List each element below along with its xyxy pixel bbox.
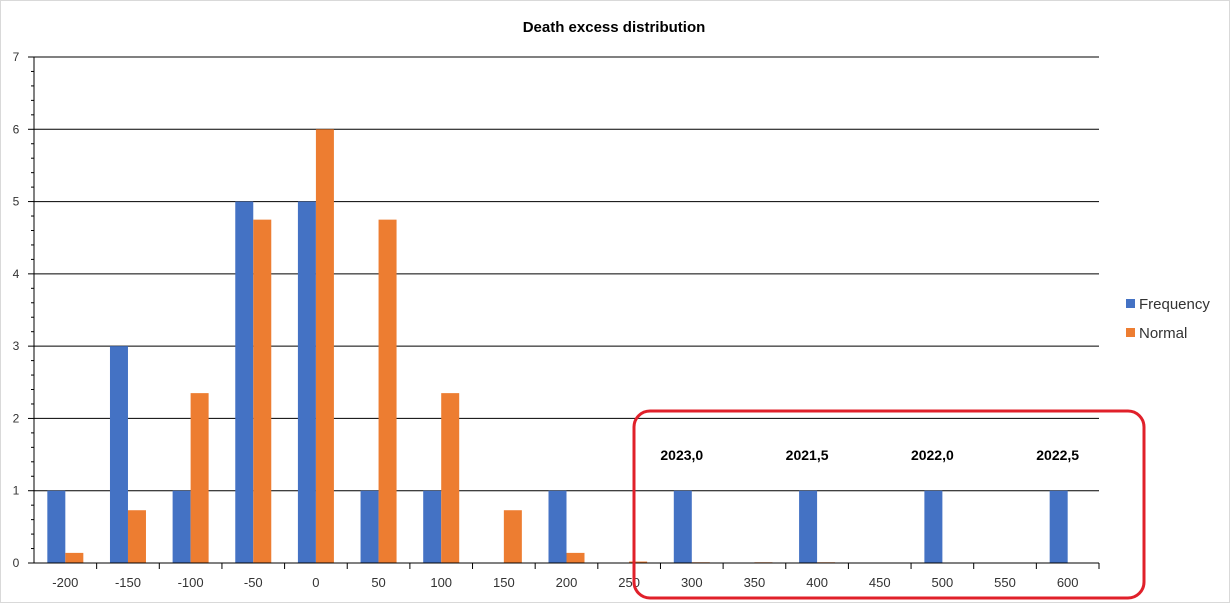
- x-tick-label: 250: [618, 575, 640, 590]
- normal-bar: [629, 561, 648, 563]
- x-tick-label: -200: [52, 575, 78, 590]
- frequency-bar: [109, 346, 128, 563]
- x-tick-label: 400: [806, 575, 828, 590]
- frequency-bar: [172, 490, 191, 563]
- x-tick-label: 550: [994, 575, 1016, 590]
- highlight-rectangle: [632, 409, 1146, 600]
- x-tick-label: 100: [430, 575, 452, 590]
- y-tick-label: 7: [13, 50, 20, 64]
- normal-bar: [378, 219, 397, 563]
- frequency-bar: [47, 490, 66, 563]
- normal-bar: [566, 552, 585, 563]
- frequency-bar: [924, 490, 943, 563]
- x-tick-label: -50: [244, 575, 263, 590]
- y-tick-label: 1: [13, 484, 20, 498]
- x-tick-label: 450: [869, 575, 891, 590]
- annotation-label: 2023,0: [660, 447, 703, 463]
- normal-bar: [127, 510, 146, 563]
- legend-label: Normal: [1139, 325, 1187, 342]
- normal-bar: [253, 219, 272, 563]
- x-tick-label: 50: [371, 575, 385, 590]
- bars: [34, 129, 1099, 564]
- y-axis-ticks: 0 1 2 3 4 5 6 7: [13, 50, 20, 570]
- legend-swatch: [1126, 299, 1135, 308]
- chart-title: Death excess distribution: [523, 19, 706, 36]
- y-tick-label: 2: [13, 411, 20, 425]
- frequency-bar: [673, 490, 692, 563]
- annotation-label: 2022,5: [1036, 447, 1079, 463]
- x-tick-label: 300: [681, 575, 703, 590]
- normal-bar: [190, 393, 209, 563]
- y-tick-label: 6: [13, 122, 20, 136]
- y-tick-label: 3: [13, 339, 20, 353]
- x-axis-ticks: -200 -150 -100 -50 0 50 100 150 200 250 300 350 400 4…: [52, 563, 1100, 590]
- normal-bar: [65, 552, 84, 563]
- frequency-bar: [235, 201, 254, 564]
- normal-bar: [441, 393, 460, 563]
- frequency-bar: [1049, 490, 1068, 563]
- annotation-label: 2022,0: [911, 447, 954, 463]
- x-tick-label: 200: [556, 575, 578, 590]
- normal-bar: [315, 129, 334, 564]
- x-tick-label: 0: [312, 575, 319, 590]
- annotation-label: 2021,5: [786, 447, 829, 463]
- x-tick-label: 150: [493, 575, 515, 590]
- x-tick-label: 500: [932, 575, 954, 590]
- legend: Frequency Normal: [1126, 296, 1210, 342]
- x-tick-label: -100: [178, 575, 204, 590]
- x-tick-label: 350: [744, 575, 766, 590]
- x-tick-label: 600: [1057, 575, 1079, 590]
- normal-bar: [503, 510, 522, 563]
- frequency-bar: [297, 201, 316, 564]
- legend-label: Frequency: [1139, 296, 1210, 313]
- x-tick-label: -150: [115, 575, 141, 590]
- annotations: 2023,0 2021,5 2022,0 2022,5: [660, 447, 1079, 463]
- frequency-bar: [548, 490, 567, 563]
- y-tick-label: 0: [13, 556, 20, 570]
- frequency-bar: [360, 490, 379, 563]
- gridlines: [28, 56, 1099, 564]
- y-tick-label: 5: [13, 195, 20, 209]
- highlight-box: [632, 409, 1146, 600]
- legend-swatch: [1126, 328, 1135, 337]
- frequency-bar: [423, 490, 442, 563]
- y-tick-label: 4: [13, 267, 20, 281]
- frequency-bar: [799, 490, 818, 563]
